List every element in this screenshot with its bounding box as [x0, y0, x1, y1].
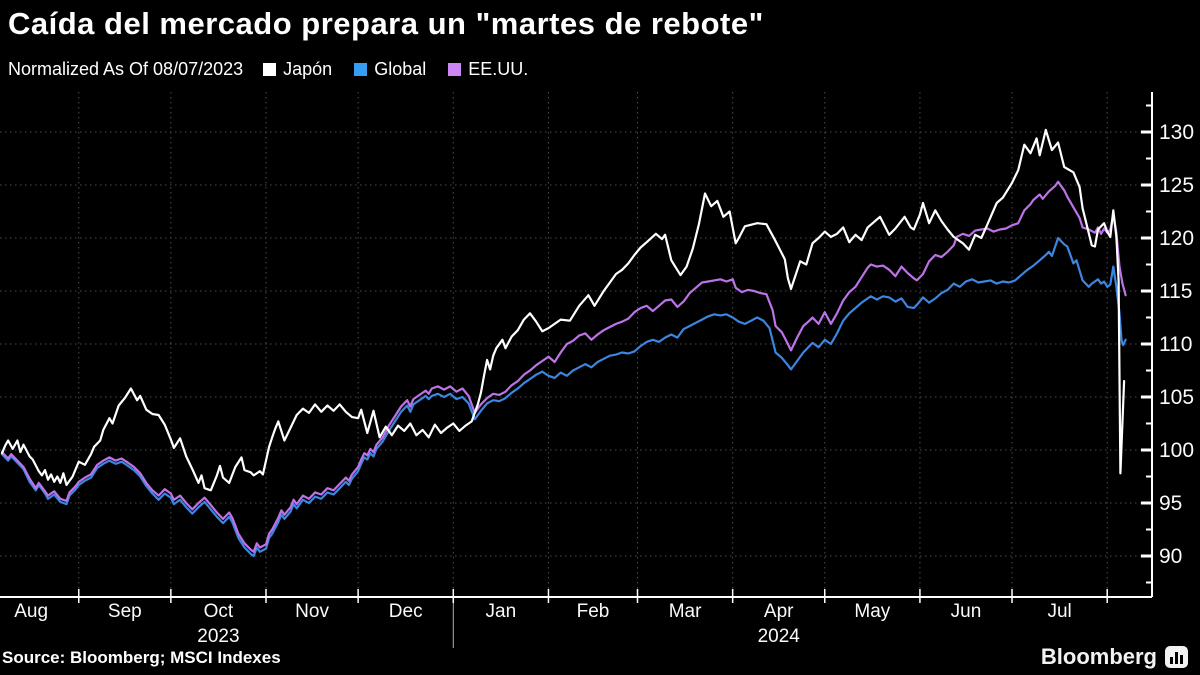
- japan-legend-swatch-icon: [263, 63, 277, 76]
- legend-label: EE.UU.: [468, 59, 529, 79]
- svg-text:Sep: Sep: [108, 601, 142, 622]
- bloomberg-wordmark: Bloomberg: [1040, 644, 1157, 669]
- svg-text:Nov: Nov: [295, 601, 329, 622]
- legend-label: Global: [374, 59, 427, 79]
- source-credit: Source: Bloomberg; MSCI Indexes: [2, 648, 281, 667]
- svg-text:Aug: Aug: [14, 601, 48, 622]
- svg-text:90: 90: [1159, 545, 1182, 568]
- svg-text:2024: 2024: [758, 626, 801, 647]
- svg-text:Jul: Jul: [1047, 601, 1071, 622]
- svg-text:115: 115: [1159, 280, 1192, 303]
- svg-text:120: 120: [1159, 227, 1194, 250]
- svg-text:Jun: Jun: [951, 601, 982, 622]
- chart-subtitle-row: Normalized As Of 08/07/2023 Japón Global…: [8, 59, 550, 80]
- svg-text:105: 105: [1159, 386, 1194, 409]
- svg-text:100: 100: [1159, 439, 1194, 462]
- svg-text:125: 125: [1159, 174, 1194, 197]
- global-legend-swatch-icon: [354, 63, 368, 76]
- svg-text:Mar: Mar: [669, 601, 702, 622]
- svg-text:Dec: Dec: [389, 601, 423, 622]
- svg-text:Jan: Jan: [486, 601, 517, 622]
- legend-item-us: EE.UU.: [448, 59, 528, 80]
- page-title: Caída del mercado prepara un "martes de …: [8, 6, 764, 41]
- svg-text:110: 110: [1159, 333, 1192, 356]
- legend-label: Japón: [283, 59, 333, 79]
- svg-text:95: 95: [1159, 492, 1182, 515]
- us-legend-swatch-icon: [448, 63, 462, 76]
- svg-text:130: 130: [1159, 121, 1194, 144]
- legend-item-global: Global: [354, 59, 426, 80]
- normalization-note: Normalized As Of 08/07/2023: [8, 59, 244, 79]
- svg-text:May: May: [854, 601, 890, 622]
- svg-text:Oct: Oct: [204, 601, 234, 622]
- legend-item-japan: Japón: [263, 59, 332, 80]
- svg-text:Feb: Feb: [577, 601, 610, 622]
- svg-text:Apr: Apr: [764, 601, 794, 622]
- svg-text:2023: 2023: [197, 626, 239, 647]
- bar-chart-icon: [1165, 646, 1188, 668]
- bloomberg-logo: Bloomberg: [1041, 644, 1188, 670]
